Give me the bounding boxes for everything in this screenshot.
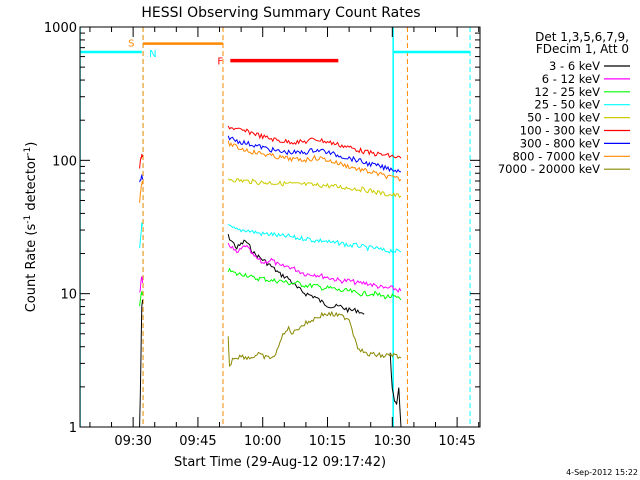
- series-line-0-1: [227, 233, 365, 315]
- x-tick-label-5: 10:45: [438, 434, 475, 449]
- footer-date: 4-Sep-2012 15:22: [566, 468, 638, 477]
- series-line-7-0: [139, 181, 144, 203]
- series-group: N S F: [80, 27, 471, 427]
- series-line-6-1: [227, 135, 401, 173]
- night-label: N: [149, 49, 156, 60]
- series-line-5-0: [139, 153, 144, 169]
- x-axis-label: Start Time (29-Aug-12 09:17:42): [174, 455, 386, 470]
- y-tick-label-3: 1000: [44, 21, 77, 36]
- legend-label-8: 7000 - 20000 keV: [498, 162, 600, 176]
- series-line-6-0: [139, 173, 144, 183]
- legend-label-1: 6 - 12 keV: [542, 72, 600, 86]
- attenuator-label: S: [128, 39, 134, 50]
- legend-label-0: 3 - 6 keV: [549, 59, 600, 73]
- series-line-1-1: [227, 242, 402, 293]
- flare-label: F: [217, 57, 223, 68]
- series-line-2-0: [139, 290, 144, 307]
- legend-label-2: 12 - 25 keV: [534, 85, 600, 99]
- y-axis: 1 10 100 1000: [44, 21, 480, 436]
- y-axis-label-part1: Count Rate (s: [24, 224, 39, 313]
- series-line-3-0: [139, 222, 144, 249]
- plot-frame: [79, 26, 481, 428]
- series-line-7-1: [227, 140, 402, 182]
- x-tick-label-3: 10:15: [309, 434, 346, 449]
- y-axis-label-sup1: -1: [23, 215, 33, 224]
- legend-label-7: 800 - 7000 keV: [512, 149, 600, 163]
- series-line-8-0: [227, 310, 402, 367]
- y-tick-label-1: 10: [60, 288, 77, 303]
- series-line-0-0: [139, 299, 144, 427]
- y-axis-label-part3: ): [24, 142, 39, 147]
- chart-title: HESSI Observing Summary Count Rates: [141, 5, 420, 21]
- y-axis-label: Count Rate (s-1 detector-1): [23, 142, 39, 313]
- y-axis-label-sup2: -1: [23, 147, 33, 156]
- y-tick-label-0: 1: [69, 421, 77, 436]
- series-line-3-1: [227, 223, 402, 254]
- x-tick-label-2: 10:00: [244, 434, 281, 449]
- plot-area: N S F: [80, 27, 471, 427]
- y-tick-label-2: 100: [52, 154, 77, 169]
- legend-label-4: 50 - 100 keV: [527, 111, 600, 125]
- legend-label-3: 25 - 50 keV: [534, 98, 600, 112]
- series-line-5-1: [227, 125, 402, 159]
- x-tick-label-0: 09:30: [114, 434, 151, 449]
- y-axis-label-part2: detector: [24, 155, 39, 215]
- legend-label-5: 100 - 300 keV: [520, 124, 600, 138]
- legend-header-2: FDecim 1, Att 0: [536, 42, 629, 56]
- x-tick-label-1: 09:45: [179, 434, 216, 449]
- x-axis: 09:30 09:45 10:00 10:15 10:30 10:45: [89, 27, 480, 449]
- x-tick-label-4: 10:30: [374, 434, 411, 449]
- legend-header-1: Det 1,3,5,6,7,9,: [535, 30, 629, 44]
- series-line-0-2: [389, 352, 402, 427]
- series-line-1-0: [139, 276, 144, 293]
- legend-label-6: 300 - 800 keV: [520, 136, 600, 150]
- legend: Det 1,3,5,6,7,9, FDecim 1, Att 0 3 - 6 k…: [498, 30, 630, 176]
- series-line-2-1: [227, 267, 402, 301]
- series-line-4-0: [227, 178, 402, 199]
